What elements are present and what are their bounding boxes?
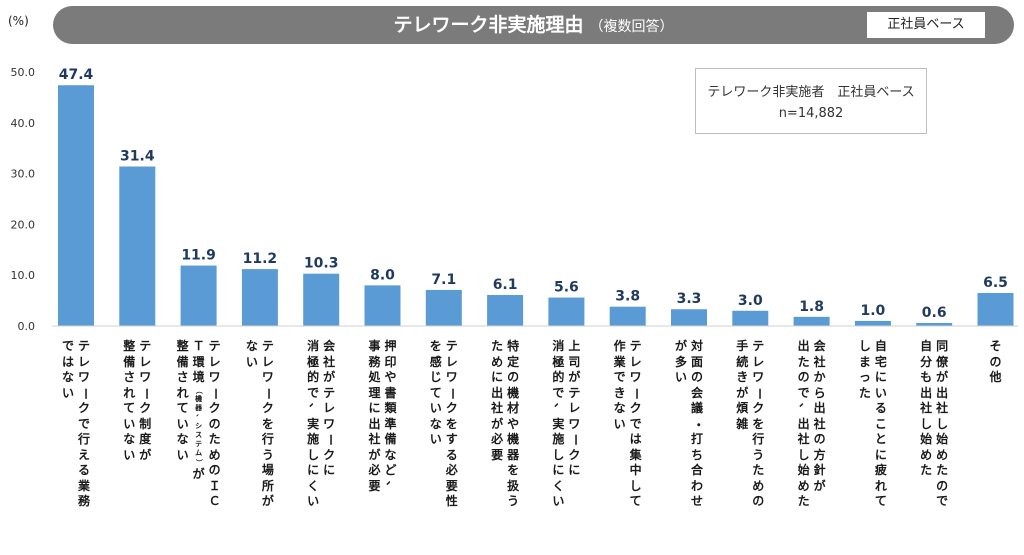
value-labels: 47.4 31.4 11.9 11.2 10.3 8.0 7.1 6.1 5.6 3.8 3.3 3.… xyxy=(59,67,1008,321)
title-bar: テレワーク非実施理由 （複数回答） 正社員ベース xyxy=(53,6,1014,44)
x-category-label-column: テレワークで行える業務 xyxy=(77,339,92,508)
x-category-label-1: テレワークで行える業務ではない xyxy=(61,339,92,510)
value-label-1: 47.4 xyxy=(59,67,94,83)
value-label-2: 31.4 xyxy=(120,148,155,164)
bar-5 xyxy=(303,273,340,326)
x-category-label-column: 押印や書類準備など、 xyxy=(384,339,399,493)
x-category-label-column: 会社がテレワークに xyxy=(322,339,337,477)
y-tick-label: 40.0 xyxy=(11,117,36,130)
x-category-label-column: 出たので、出社し始めた xyxy=(797,339,812,508)
value-label-3: 11.9 xyxy=(181,248,216,264)
bar-7 xyxy=(425,289,462,326)
value-label-9: 5.6 xyxy=(554,280,579,296)
x-category-label-column: テレワークでは集中して xyxy=(629,339,644,508)
x-category-label-14: 自宅にいることに疲れてしまった xyxy=(858,339,887,510)
x-category-label-7: テレワークをする必要性を感じていない xyxy=(429,339,460,510)
bar-8 xyxy=(487,295,524,326)
x-category-label-column: ために出社が必要 xyxy=(491,339,504,462)
x-category-label-column: 整備されていない xyxy=(176,339,189,462)
bar-series xyxy=(58,85,1014,326)
x-category-label-5: 会社がテレワークに消極的で、実施しにくい xyxy=(306,339,337,510)
bar-15 xyxy=(916,322,953,326)
x-category-label-10: テレワークでは集中して作業できない xyxy=(613,339,644,510)
x-category-label-9: 上司がテレワークに消極的で、実施しにくい xyxy=(552,339,583,510)
bar-12 xyxy=(732,310,769,326)
bar-9 xyxy=(548,297,585,326)
value-label-5: 10.3 xyxy=(304,256,339,272)
bar-14 xyxy=(854,320,891,326)
value-label-4: 11.2 xyxy=(243,251,278,267)
x-category-label-column: 同僚が出社し始めたので xyxy=(936,339,949,508)
sample-note-box: テレワーク非実施者 正社員ベース n=14,882 xyxy=(695,68,927,134)
x-category-label-column: 特定の機材や機器を扱う xyxy=(507,339,520,508)
x-category-label-column: 消極的で、実施しにくい xyxy=(552,339,567,508)
x-category-label-column: テレワークをする必要性 xyxy=(445,339,460,508)
value-label-14: 1.0 xyxy=(860,303,885,319)
x-category-label-column: 事務処理に出社が必要 xyxy=(368,339,381,493)
x-category-label-4: テレワークを行う場所がない xyxy=(245,339,276,510)
x-category-label-2: テレワーク制度が整備されていない xyxy=(123,339,154,463)
value-label-11: 3.3 xyxy=(677,291,702,307)
bar-1 xyxy=(58,85,94,326)
base-badge: 正社員ベース xyxy=(867,12,985,38)
chart-title-sub: （複数回答） xyxy=(589,19,674,35)
x-category-label-column: ない xyxy=(245,339,258,369)
x-category-label-13: 会社から出社の方針が出たので、出社し始めた xyxy=(797,339,826,510)
y-tick-label: 0.0 xyxy=(18,320,36,333)
y-tick-label: 20.0 xyxy=(11,218,36,231)
x-category-label-3: テレワークのための Ｉ Ｃ Ｔ 環境（機器、システム）が整備されていない xyxy=(176,339,223,510)
bar-4 xyxy=(241,269,278,326)
x-category-label-column: テレワーク制度が xyxy=(139,339,154,462)
value-label-7: 7.1 xyxy=(431,272,456,288)
bar-10 xyxy=(609,306,646,326)
x-category-label-column: 上司がテレワークに xyxy=(568,339,583,477)
x-category-label-column: 作業できない xyxy=(613,339,626,431)
x-category-label-column: 対面の会議・打ち合わせ xyxy=(690,339,705,508)
y-tick-label: 50.0 xyxy=(11,66,36,79)
bar-2 xyxy=(119,166,156,326)
bar-16 xyxy=(977,292,1014,326)
x-category-label-12: テレワークを行うための手続きが煩雑 xyxy=(736,339,767,510)
x-category-label-column: が多い xyxy=(674,339,687,384)
value-label-16: 6.5 xyxy=(983,275,1008,291)
value-label-6: 8.0 xyxy=(370,267,395,283)
value-label-15: 0.6 xyxy=(922,305,947,321)
y-tick-label: 10.0 xyxy=(11,269,36,282)
x-category-label-column: 自分も出社し始めた xyxy=(920,339,933,477)
x-category-label-column: Ｔ 環境（機器、システム）が xyxy=(192,339,205,481)
x-category-label-16: その他 xyxy=(989,339,1002,386)
x-category-label-6: 押印や書類準備など、事務処理に出社が必要 xyxy=(368,339,399,494)
value-label-10: 3.8 xyxy=(615,289,640,305)
x-category-label-column: 整備されていない xyxy=(123,339,136,462)
x-category-label-column: その他 xyxy=(989,339,1002,384)
sample-note-title: テレワーク非実施者 正社員ベース xyxy=(707,85,915,100)
x-category-label-column: 会社から出社の方針が xyxy=(813,339,826,493)
y-tick-label: 30.0 xyxy=(11,168,36,181)
x-category-label-column: テレワークを行う場所が xyxy=(261,339,276,508)
bar-11 xyxy=(671,309,707,326)
x-category-label-15: 同僚が出社し始めたので自分も出社し始めた xyxy=(920,339,949,510)
x-category-label-column: を感じていない xyxy=(429,339,442,446)
sample-note-count: n=14,882 xyxy=(778,106,844,121)
x-category-label-column: しまった xyxy=(858,339,871,400)
y-axis-unit: (%) xyxy=(8,14,29,28)
bar-6 xyxy=(364,285,401,326)
chart-title: テレワーク非実施理由 （複数回答） xyxy=(53,6,1014,44)
x-category-label-8: 特定の機材や機器を扱うために出社が必要 xyxy=(491,339,520,510)
bar-13 xyxy=(793,316,830,326)
x-category-label-column: 消極的で、実施しにくい xyxy=(306,339,321,508)
x-category-label-column: 自宅にいることに疲れて xyxy=(874,339,887,508)
x-category-label-column: ではない xyxy=(61,339,74,400)
value-label-13: 1.8 xyxy=(799,299,824,315)
x-category-label-11: 対面の会議・打ち合わせが多い xyxy=(674,339,705,510)
value-label-8: 6.1 xyxy=(493,277,518,293)
bar-3 xyxy=(180,265,217,326)
chart-title-main: テレワーク非実施理由 xyxy=(393,14,584,36)
x-category-label-column: 手続きが煩雑 xyxy=(736,339,749,431)
y-axis-ticks: 0.0 10.0 20.0 30.0 40.0 50.0 xyxy=(11,66,36,333)
x-category-label-column: テレワークを行うための xyxy=(752,339,767,508)
value-label-12: 3.0 xyxy=(738,293,763,309)
